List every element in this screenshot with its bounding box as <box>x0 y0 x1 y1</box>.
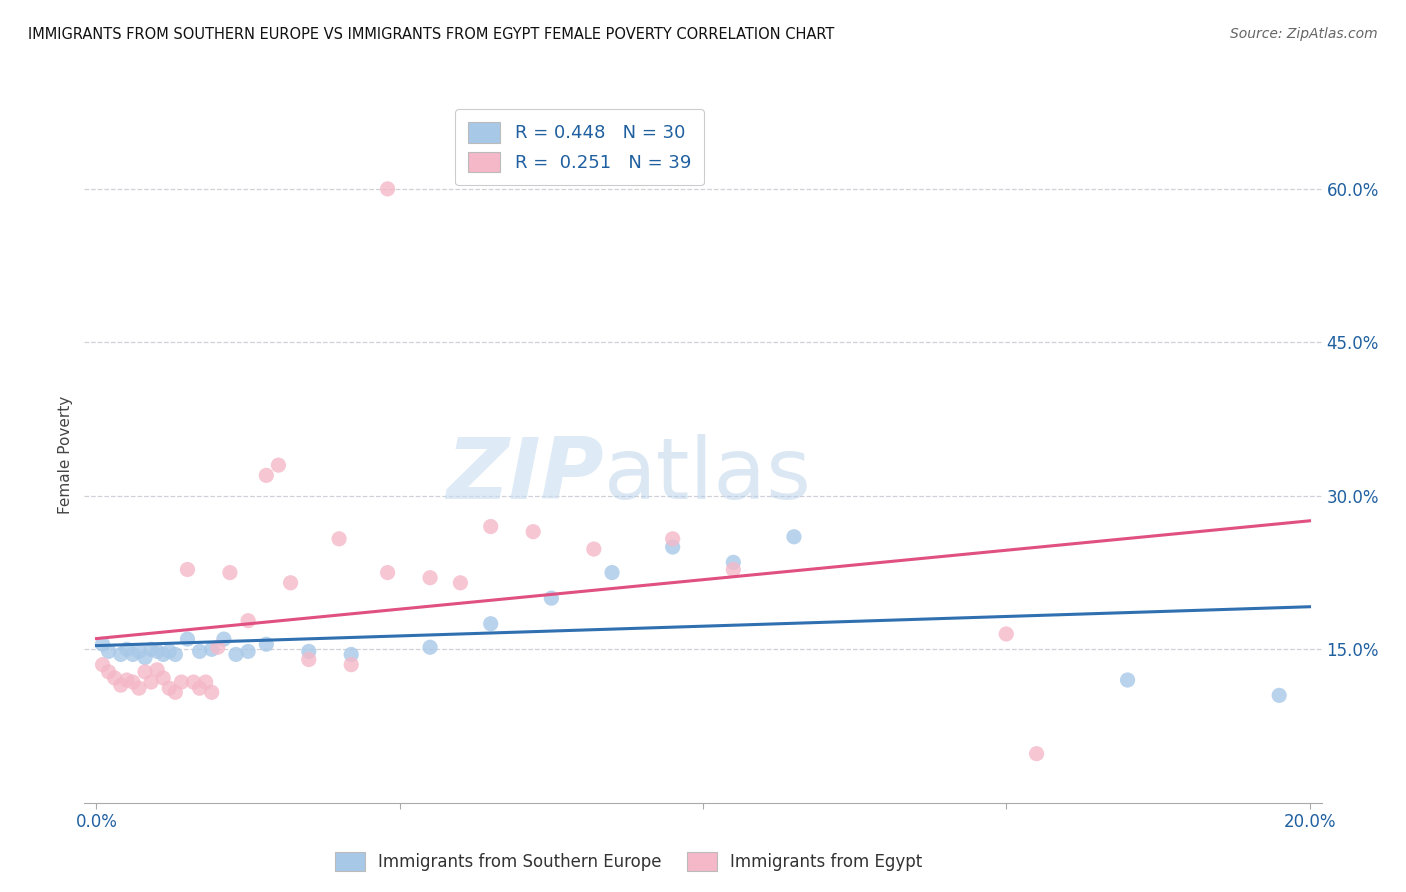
Point <box>97 644 120 658</box>
Point <box>479 519 502 533</box>
Point <box>328 532 350 546</box>
Point <box>298 644 321 658</box>
Point <box>188 681 211 696</box>
Point <box>146 663 169 677</box>
Point <box>134 665 156 679</box>
Point <box>97 665 120 679</box>
Y-axis label: Female Poverty: Female Poverty <box>58 396 73 514</box>
Point <box>1025 747 1047 761</box>
Point <box>236 644 259 658</box>
Point <box>139 642 162 657</box>
Point <box>157 644 180 658</box>
Point <box>340 657 363 672</box>
Point <box>128 644 150 658</box>
Point <box>582 542 605 557</box>
Point <box>723 562 745 576</box>
Point <box>122 675 145 690</box>
Point <box>419 571 441 585</box>
Point <box>267 458 290 472</box>
Point <box>340 648 363 662</box>
Point <box>661 532 683 546</box>
Point <box>176 632 198 646</box>
Point <box>995 627 1018 641</box>
Point <box>377 182 399 196</box>
Point <box>1268 689 1291 703</box>
Point <box>661 540 683 554</box>
Point <box>723 555 745 569</box>
Point <box>207 640 229 655</box>
Point <box>128 681 150 696</box>
Point <box>479 616 502 631</box>
Point <box>165 685 187 699</box>
Point <box>600 566 623 580</box>
Text: atlas: atlas <box>605 434 813 517</box>
Point <box>254 637 277 651</box>
Point <box>522 524 544 539</box>
Point <box>219 566 242 580</box>
Point <box>194 675 217 690</box>
Point <box>783 530 806 544</box>
Text: ZIP: ZIP <box>446 434 605 517</box>
Point <box>152 648 174 662</box>
Point <box>110 648 132 662</box>
Point <box>104 671 127 685</box>
Point <box>183 675 205 690</box>
Point <box>122 648 145 662</box>
Text: IMMIGRANTS FROM SOUTHERN EUROPE VS IMMIGRANTS FROM EGYPT FEMALE POVERTY CORRELAT: IMMIGRANTS FROM SOUTHERN EUROPE VS IMMIG… <box>28 27 835 42</box>
Point <box>254 468 277 483</box>
Text: Source: ZipAtlas.com: Source: ZipAtlas.com <box>1230 27 1378 41</box>
Point <box>115 673 138 687</box>
Point <box>201 642 224 657</box>
Point <box>298 652 321 666</box>
Point <box>540 591 562 606</box>
Point <box>115 642 138 657</box>
Point <box>152 671 174 685</box>
Point <box>165 648 187 662</box>
Point <box>139 675 162 690</box>
Point <box>157 681 180 696</box>
Point <box>176 562 198 576</box>
Point <box>419 640 441 655</box>
Point <box>134 650 156 665</box>
Point <box>225 648 247 662</box>
Point <box>91 657 114 672</box>
Point <box>110 678 132 692</box>
Point <box>91 637 114 651</box>
Point <box>280 575 302 590</box>
Point <box>146 644 169 658</box>
Point <box>170 675 193 690</box>
Point <box>188 644 211 658</box>
Legend: Immigrants from Southern Europe, Immigrants from Egypt: Immigrants from Southern Europe, Immigra… <box>329 846 929 878</box>
Point <box>236 614 259 628</box>
Point <box>212 632 235 646</box>
Point <box>201 685 224 699</box>
Point <box>377 566 399 580</box>
Point <box>1116 673 1139 687</box>
Point <box>449 575 471 590</box>
